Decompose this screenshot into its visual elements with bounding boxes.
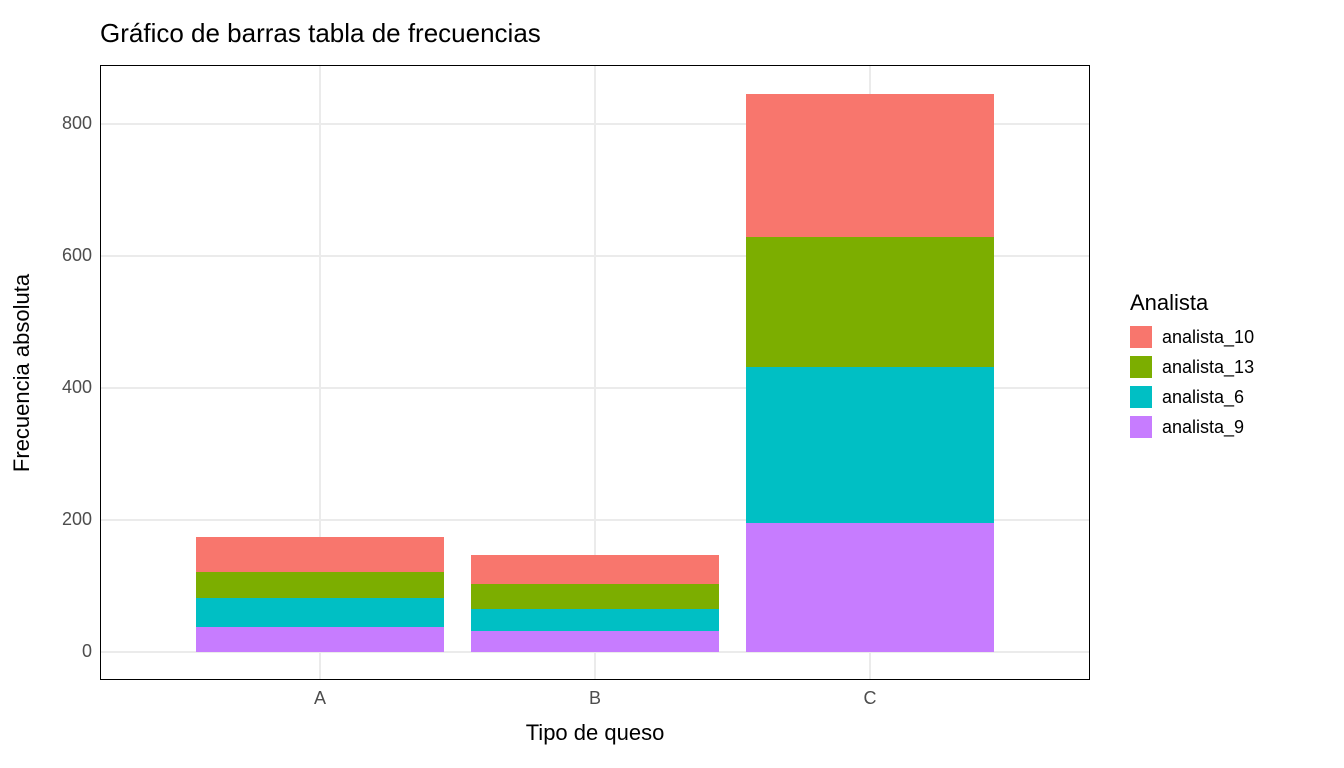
- legend: Analista analista_10analista_13analista_…: [1130, 290, 1254, 446]
- bar-seg-B-analista_10: [471, 555, 719, 585]
- legend-item-analista_9: analista_9: [1130, 416, 1254, 438]
- bar-seg-B-analista_13: [471, 584, 719, 609]
- legend-label: analista_13: [1162, 357, 1254, 378]
- legend-item-analista_13: analista_13: [1130, 356, 1254, 378]
- bar-C: [746, 94, 994, 652]
- y-tick-label: 400: [42, 377, 92, 398]
- x-tick-label: B: [565, 688, 625, 709]
- chart-title: Gráfico de barras tabla de frecuencias: [100, 18, 541, 49]
- bar-seg-A-analista_6: [196, 598, 444, 627]
- y-axis-label: Frecuencia absoluta: [9, 273, 35, 471]
- bar-seg-A-analista_10: [196, 537, 444, 572]
- bar-seg-C-analista_10: [746, 94, 994, 237]
- bar-seg-C-analista_13: [746, 237, 994, 368]
- bar-seg-B-analista_9: [471, 631, 719, 653]
- legend-label: analista_10: [1162, 327, 1254, 348]
- x-axis-label: Tipo de queso: [445, 720, 745, 746]
- legend-label: analista_9: [1162, 417, 1244, 438]
- bar-seg-A-analista_13: [196, 572, 444, 598]
- legend-swatch: [1130, 356, 1152, 378]
- legend-title: Analista: [1130, 290, 1254, 316]
- x-tick-label: A: [290, 688, 350, 709]
- bar-A: [196, 537, 444, 652]
- bar-seg-A-analista_9: [196, 627, 444, 652]
- plot-area: [100, 65, 1090, 680]
- y-tick-label: 0: [42, 641, 92, 662]
- bar-seg-C-analista_6: [746, 367, 994, 523]
- legend-swatch: [1130, 386, 1152, 408]
- bar-seg-C-analista_9: [746, 523, 994, 652]
- x-tick-label: C: [840, 688, 900, 709]
- bar-B: [471, 555, 719, 653]
- legend-swatch: [1130, 416, 1152, 438]
- chart-container: Gráfico de barras tabla de frecuencias F…: [0, 0, 1344, 768]
- legend-label: analista_6: [1162, 387, 1244, 408]
- legend-item-analista_10: analista_10: [1130, 326, 1254, 348]
- legend-swatch: [1130, 326, 1152, 348]
- y-tick-label: 200: [42, 509, 92, 530]
- legend-item-analista_6: analista_6: [1130, 386, 1254, 408]
- y-tick-label: 600: [42, 245, 92, 266]
- legend-items: analista_10 analista_13 analista_6 analista…: [1130, 326, 1254, 438]
- y-tick-label: 800: [42, 113, 92, 134]
- bar-seg-B-analista_6: [471, 609, 719, 630]
